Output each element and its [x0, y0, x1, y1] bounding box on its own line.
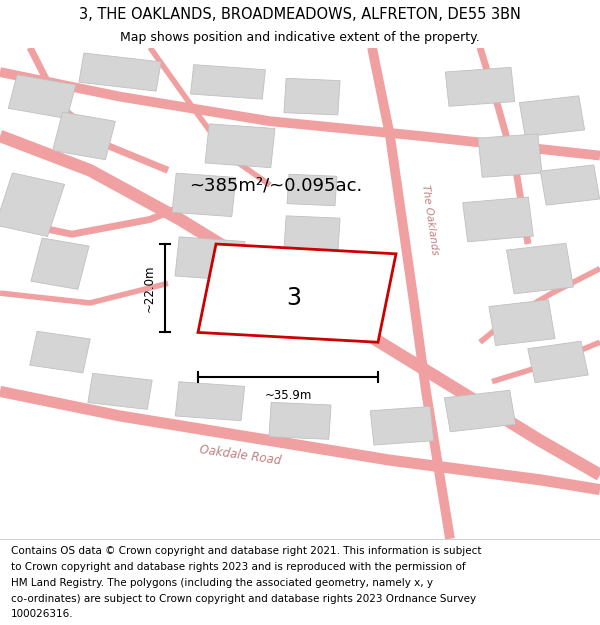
Polygon shape	[175, 237, 245, 281]
Text: ~22.0m: ~22.0m	[143, 264, 156, 312]
Text: 100026316.: 100026316.	[11, 609, 73, 619]
Polygon shape	[30, 331, 90, 373]
Polygon shape	[31, 238, 89, 289]
Text: ~385m²/~0.095ac.: ~385m²/~0.095ac.	[190, 176, 362, 194]
Text: 3: 3	[287, 286, 302, 310]
Text: ~35.9m: ~35.9m	[265, 389, 311, 402]
Polygon shape	[284, 78, 340, 115]
Polygon shape	[520, 96, 584, 137]
Polygon shape	[445, 390, 515, 432]
Polygon shape	[463, 197, 533, 242]
Polygon shape	[53, 112, 115, 160]
Text: Oakdale Road: Oakdale Road	[199, 443, 281, 468]
Polygon shape	[506, 243, 574, 294]
Polygon shape	[79, 53, 161, 91]
Polygon shape	[478, 134, 542, 178]
Polygon shape	[445, 68, 515, 106]
Polygon shape	[175, 382, 245, 421]
Text: HM Land Registry. The polygons (including the associated geometry, namely x, y: HM Land Registry. The polygons (includin…	[11, 578, 433, 587]
Polygon shape	[489, 300, 555, 346]
Text: The Oaklands: The Oaklands	[420, 184, 440, 255]
Polygon shape	[269, 402, 331, 439]
Polygon shape	[198, 244, 396, 342]
Text: to Crown copyright and database rights 2023 and is reproduced with the permissio: to Crown copyright and database rights 2…	[11, 562, 466, 572]
Polygon shape	[287, 174, 337, 206]
Polygon shape	[8, 75, 76, 119]
Text: Map shows position and indicative extent of the property.: Map shows position and indicative extent…	[120, 31, 480, 44]
Polygon shape	[284, 216, 340, 252]
Text: Contains OS data © Crown copyright and database right 2021. This information is : Contains OS data © Crown copyright and d…	[11, 546, 481, 556]
Text: 3, THE OAKLANDS, BROADMEADOWS, ALFRETON, DE55 3BN: 3, THE OAKLANDS, BROADMEADOWS, ALFRETON,…	[79, 7, 521, 22]
Polygon shape	[0, 173, 65, 236]
Polygon shape	[528, 341, 588, 382]
Polygon shape	[205, 124, 275, 168]
Polygon shape	[172, 173, 236, 217]
Polygon shape	[370, 406, 434, 445]
Polygon shape	[191, 64, 265, 99]
Polygon shape	[88, 373, 152, 409]
Text: co-ordinates) are subject to Crown copyright and database rights 2023 Ordnance S: co-ordinates) are subject to Crown copyr…	[11, 594, 476, 604]
Polygon shape	[541, 165, 599, 205]
